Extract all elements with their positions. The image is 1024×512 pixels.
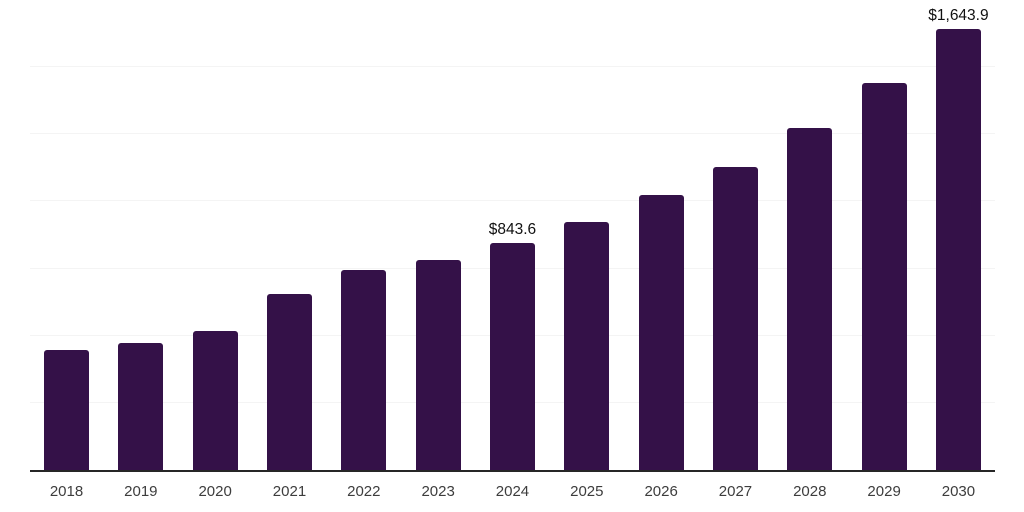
x-tick-label-2028: 2028 xyxy=(793,483,827,500)
bar-cell-2028 xyxy=(787,0,833,470)
bar-cell-2029 xyxy=(861,0,907,470)
bar-cell-2030: $1,643.9 xyxy=(928,0,989,470)
x-tick-label-2023: 2023 xyxy=(421,483,455,500)
bar-2027 xyxy=(712,166,758,470)
bar-cell-2024: $843.6 xyxy=(488,0,537,470)
x-tick-label-2021: 2021 xyxy=(272,483,307,500)
bar-cell-2022 xyxy=(341,0,387,470)
bar-2025 xyxy=(564,221,610,470)
x-axis-tick-labels: 2018 2019 2020 2021 2022 2023 2024 2025 2026 2027… xyxy=(30,482,995,502)
x-tick-label-2030: 2030 xyxy=(941,483,976,500)
bar-cell-2019 xyxy=(118,0,164,470)
bar-cell-2020 xyxy=(192,0,238,470)
bar-cell-2027 xyxy=(712,0,758,470)
x-tick-label-2026: 2026 xyxy=(644,483,678,500)
bar-value-label-2030: $1,643.9 xyxy=(928,6,989,24)
bar-2028 xyxy=(787,128,833,470)
bar-cell-2021 xyxy=(266,0,312,470)
bar-2019 xyxy=(118,342,164,470)
bar-2024 xyxy=(489,243,535,470)
x-tick-label-2025: 2025 xyxy=(570,483,604,500)
gridline-1500 xyxy=(30,66,995,68)
bar-value-label-2024: $843.6 xyxy=(488,221,537,239)
x-tick-label-2027: 2027 xyxy=(718,483,753,500)
bar-2018 xyxy=(44,349,89,470)
bar-2026 xyxy=(638,195,684,470)
bar-2023 xyxy=(415,260,461,470)
bar-2021 xyxy=(266,293,312,470)
x-tick-label-2019: 2019 xyxy=(124,483,158,500)
bar-2029 xyxy=(861,83,907,470)
gridline-1000 xyxy=(30,200,995,202)
bar-cell-2026 xyxy=(638,0,684,470)
x-tick-label-2024: 2024 xyxy=(495,483,530,500)
bar-2022 xyxy=(341,269,387,470)
plot-area: $843.6 $1,643.9 xyxy=(30,0,995,472)
x-tick-label-2018: 2018 xyxy=(49,483,84,500)
bar-cell-2023 xyxy=(415,0,461,470)
bar-2030 xyxy=(935,28,981,470)
bars-container: $843.6 $1,643.9 xyxy=(30,0,995,470)
gridline-1250 xyxy=(30,133,995,135)
bar-2020 xyxy=(192,330,238,470)
x-tick-label-2022: 2022 xyxy=(347,483,381,500)
x-tick-label-2020: 2020 xyxy=(198,483,232,500)
x-tick-label-2029: 2029 xyxy=(867,483,901,500)
bar-cell-2025 xyxy=(564,0,610,470)
bar-cell-2018 xyxy=(44,0,89,470)
